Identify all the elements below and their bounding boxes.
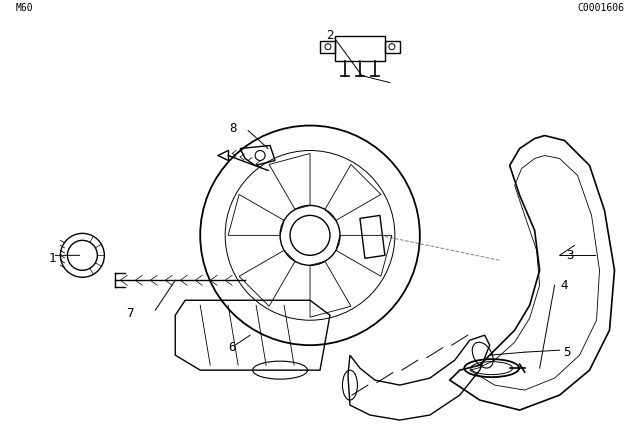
- Text: 6: 6: [228, 340, 236, 353]
- Text: C0001606: C0001606: [577, 3, 625, 13]
- Text: 4: 4: [561, 279, 568, 292]
- Text: 7: 7: [127, 307, 134, 320]
- Text: 2: 2: [326, 29, 333, 42]
- Text: 3: 3: [566, 249, 573, 262]
- Text: 5: 5: [563, 346, 570, 359]
- Text: 8: 8: [229, 122, 237, 135]
- Text: 1: 1: [49, 252, 56, 265]
- Text: M60: M60: [15, 3, 33, 13]
